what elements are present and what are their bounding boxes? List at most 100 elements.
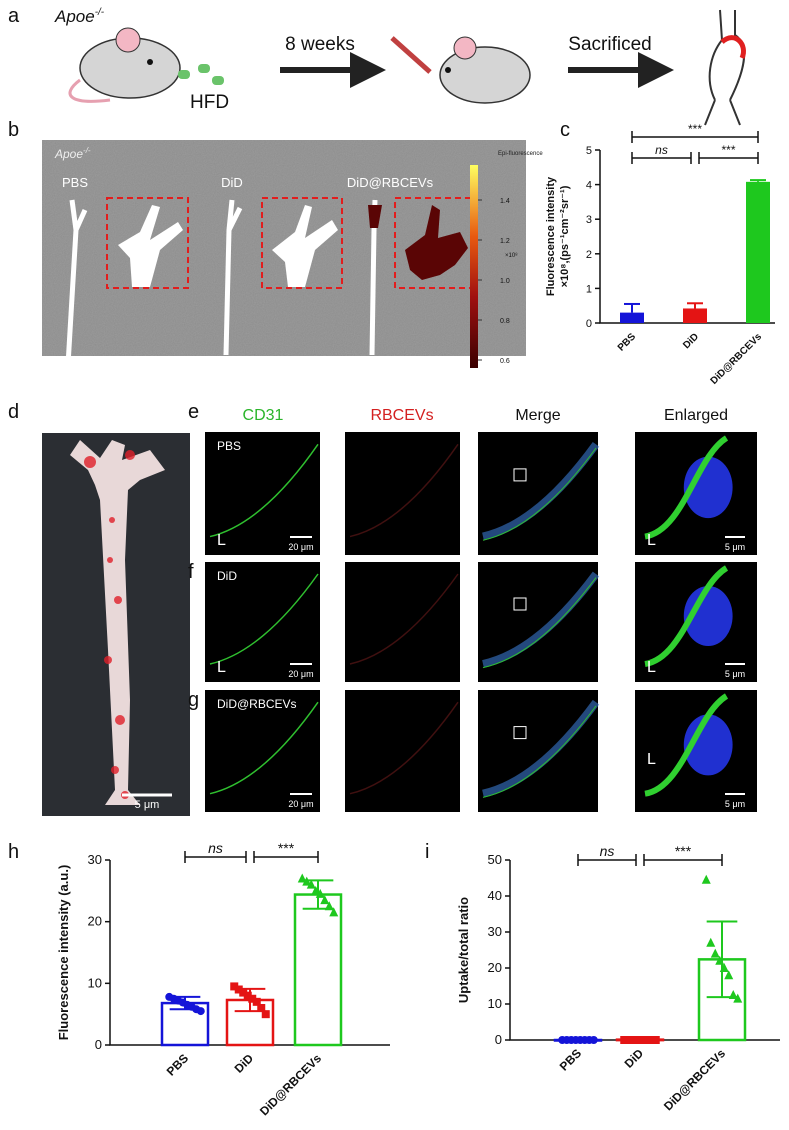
cd31-signal — [644, 693, 729, 797]
mouse — [439, 46, 531, 104]
scale-label: 5 μm — [725, 669, 745, 679]
vessel-wall — [482, 571, 600, 668]
diet-label: HFD — [190, 92, 229, 113]
data-point — [724, 970, 734, 980]
group-label: DiD — [221, 175, 243, 190]
panel-i: i — [425, 841, 429, 863]
colorbar-tick-label: 0.8 — [500, 318, 510, 325]
panel-label: f — [188, 561, 194, 583]
vessel-wall — [482, 441, 600, 541]
significance-label: *** — [721, 143, 735, 157]
data-point — [311, 885, 321, 895]
panel-label: g — [188, 689, 199, 711]
data-point — [728, 990, 738, 999]
zoom-aorta — [272, 205, 338, 287]
mouse-eye — [445, 67, 451, 73]
micrograph — [345, 562, 460, 682]
y-tick-label: 1 — [586, 283, 592, 295]
significance-bracket — [253, 851, 319, 863]
strain-sup: -/- — [95, 7, 105, 18]
signal — [368, 205, 382, 228]
panel-label: h — [8, 841, 19, 863]
plaques — [115, 715, 125, 725]
strain-label: Apoe-/- — [54, 7, 105, 26]
data-point — [715, 955, 725, 965]
colorbar-tick-label: 1.0 — [500, 278, 510, 285]
aorta-photo — [70, 440, 165, 805]
mouse-ear — [453, 36, 477, 60]
scale-label: 5 μm — [135, 799, 160, 811]
bar — [620, 312, 644, 323]
zoom-boxes — [261, 197, 343, 289]
y-axis-label: Fluorescence intensity (a.u.) — [56, 865, 71, 1041]
panel-c: c — [560, 119, 570, 141]
plaques — [84, 450, 135, 799]
y-tick-label: 50 — [488, 852, 502, 867]
vessel-wall — [209, 573, 319, 665]
y-tick-label: 3 — [586, 214, 592, 226]
lumen-label: L — [217, 532, 226, 549]
aorta — [223, 199, 243, 356]
plaques — [109, 517, 115, 523]
significance-label: *** — [278, 840, 295, 856]
colorbar-multiplier: ×10⁸ — [505, 252, 518, 259]
significance-bracket — [184, 851, 247, 863]
colorbar-tick-label: 1.4 — [500, 198, 510, 205]
x-tick-label: PBS — [616, 331, 639, 354]
lumen-label: L — [217, 659, 226, 676]
x-tick-label: DiD — [622, 1046, 647, 1071]
cd31-signal — [644, 435, 729, 540]
y-tick-label: 4 — [586, 180, 592, 192]
group-label: PBS — [62, 175, 88, 190]
mouse-eye — [147, 59, 153, 65]
panel-label: a — [8, 5, 20, 27]
step-label: Sacrificed — [568, 34, 651, 55]
y-tick-label: 5 — [586, 145, 592, 157]
panel-d: d 5 μm — [8, 401, 190, 816]
colorbar-tick-label: 0.6 — [500, 358, 510, 365]
significance-bracket — [698, 152, 759, 164]
y-axis-label: Fluorescence intensity — [545, 176, 557, 296]
data-point — [261, 1010, 270, 1019]
data-point — [297, 873, 307, 883]
row-label: DiD — [217, 569, 237, 583]
micrograph — [345, 690, 460, 812]
column-header: Merge — [515, 407, 560, 424]
y-axis-label: ×10⁸,(ps⁻¹cm⁻²sr⁻¹) — [559, 185, 571, 287]
mouse-tail — [68, 78, 111, 103]
data-point — [647, 1036, 656, 1044]
y-tick-label: 0 — [495, 1032, 502, 1047]
data-point — [248, 994, 257, 1003]
data-point — [252, 997, 261, 1006]
cd31-line — [482, 447, 597, 541]
syringe — [390, 36, 432, 74]
data-point — [701, 874, 711, 884]
panel-label: b — [8, 119, 19, 141]
plaques — [114, 596, 122, 604]
column-header: RBCEVs — [370, 407, 433, 424]
row-label: DiD@RBCEVs — [217, 697, 297, 711]
data-point — [239, 988, 248, 997]
data-point — [624, 1036, 633, 1044]
plaques — [125, 450, 135, 460]
micrograph — [345, 432, 460, 555]
micrograph — [205, 562, 320, 682]
panel-label: d — [8, 401, 19, 423]
row-label: PBS — [217, 439, 241, 453]
axes — [109, 860, 390, 1046]
nucleus — [683, 456, 733, 519]
data-point — [302, 876, 312, 886]
strain-sup: -/- — [83, 146, 91, 155]
x-tick-label: DiD@RBCEVs — [257, 1051, 324, 1118]
x-tick-label: DiD@RBCEVs — [661, 1046, 728, 1113]
data-point — [706, 937, 716, 947]
colorbar — [470, 165, 478, 368]
data-point — [257, 1004, 266, 1012]
roi-box — [513, 597, 527, 611]
lumen-label: L — [647, 751, 656, 768]
plaques — [111, 766, 119, 774]
nucleus — [683, 714, 733, 776]
data-point — [633, 1036, 642, 1044]
